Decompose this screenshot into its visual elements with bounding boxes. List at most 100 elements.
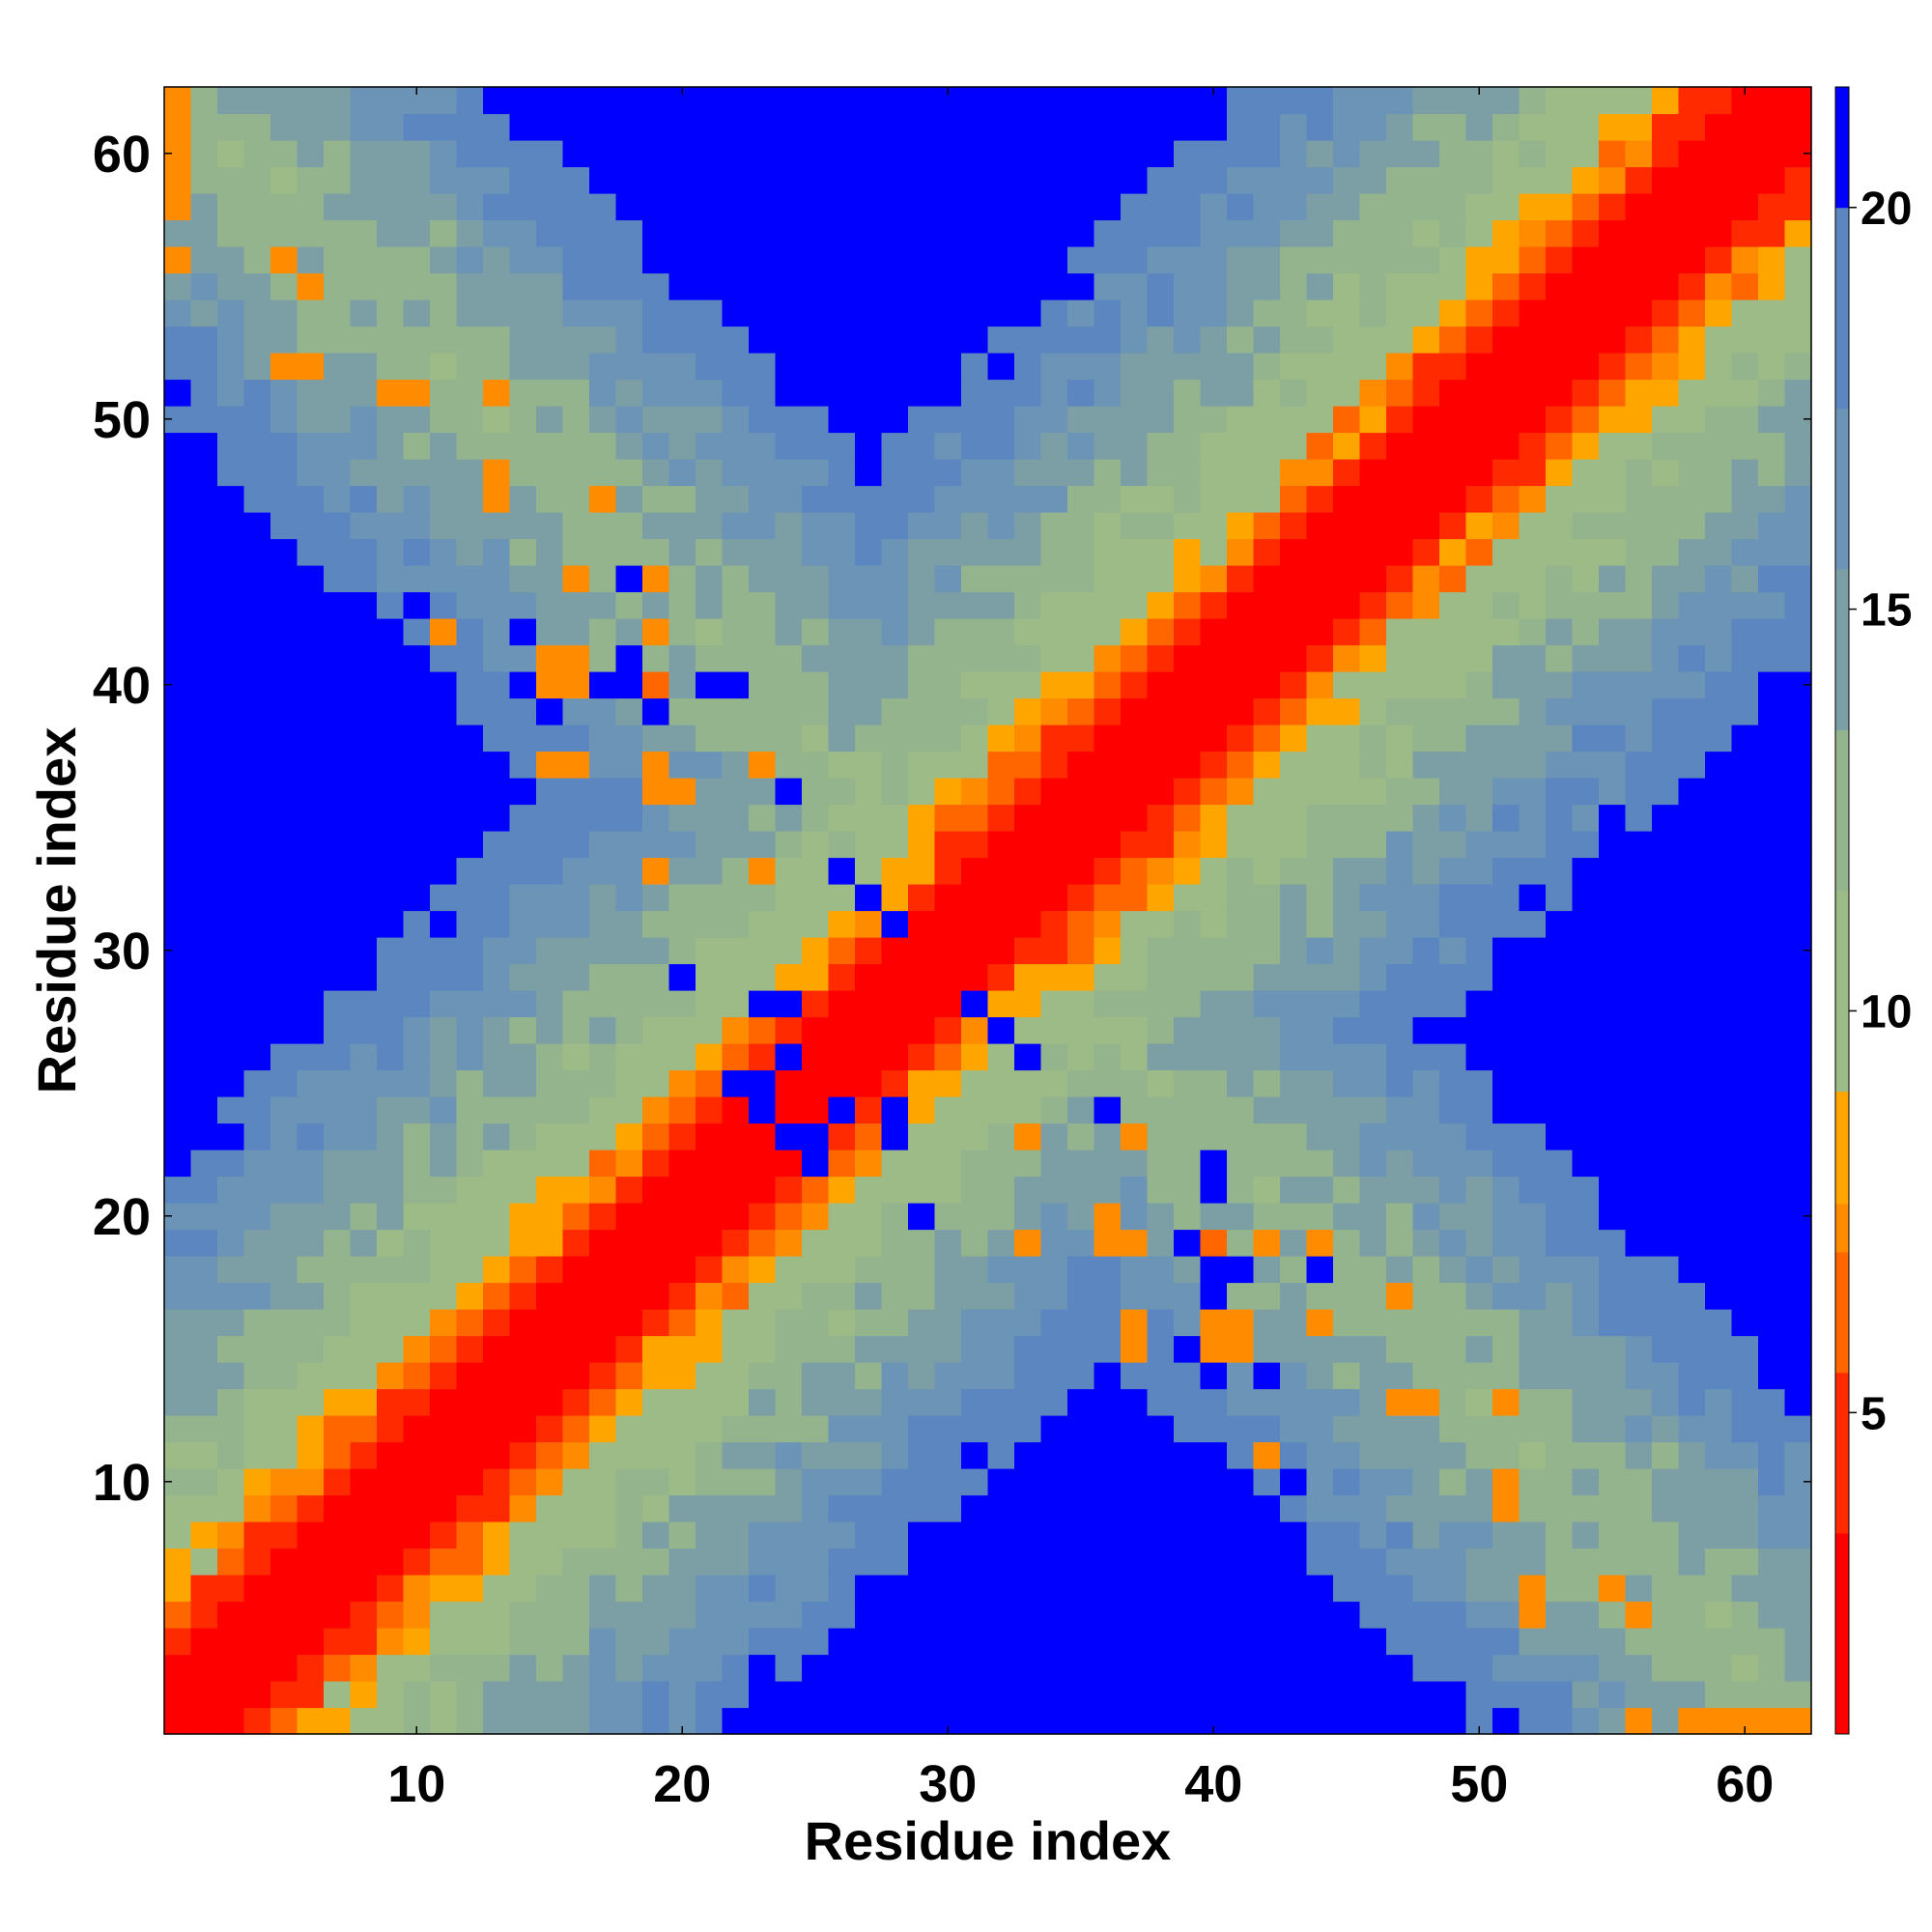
heatmap-cell: [1359, 1601, 1387, 1629]
heatmap-cell: [1014, 379, 1042, 407]
heatmap-cell: [456, 937, 484, 965]
heatmap-cell: [403, 1043, 431, 1071]
heatmap-cell: [1014, 538, 1042, 566]
heatmap-cell: [1758, 485, 1786, 513]
heatmap-cell: [1333, 379, 1361, 407]
heatmap-cell: [642, 1016, 670, 1044]
heatmap-cell: [1439, 751, 1467, 779]
heatmap-cell: [350, 219, 378, 247]
heatmap-cell: [297, 1362, 325, 1390]
heatmap-cell: [642, 937, 670, 965]
heatmap-cell: [190, 353, 218, 381]
heatmap-cell: [1519, 193, 1547, 221]
heatmap-cell: [1333, 538, 1361, 566]
heatmap-cell: [1625, 353, 1653, 381]
heatmap-cell: [961, 1229, 989, 1257]
heatmap-cell: [696, 857, 724, 885]
heatmap-cell: [828, 937, 856, 965]
heatmap-cell: [377, 379, 405, 407]
heatmap-cell: [775, 1654, 803, 1682]
heatmap-cell: [589, 1494, 617, 1522]
heatmap-cell: [1652, 1256, 1680, 1284]
heatmap-cell: [749, 1575, 777, 1603]
heatmap-cell: [668, 1521, 696, 1549]
heatmap-cell: [536, 1681, 564, 1709]
heatmap-cell: [749, 379, 777, 407]
heatmap-cell: [1040, 113, 1068, 141]
heatmap-cell: [1731, 751, 1759, 779]
heatmap-cell: [642, 459, 670, 487]
heatmap-cell: [270, 326, 298, 354]
heatmap-cell: [1121, 910, 1149, 938]
heatmap-cell: [1067, 618, 1095, 646]
heatmap-cell: [217, 432, 245, 460]
heatmap-cell: [1784, 353, 1812, 381]
heatmap-cell: [1678, 990, 1706, 1018]
heatmap-cell: [1519, 1388, 1547, 1416]
heatmap-cell: [243, 1203, 271, 1231]
heatmap-cell: [217, 910, 245, 938]
heatmap-cell: [881, 406, 909, 434]
heatmap-cell: [1705, 538, 1733, 566]
heatmap-cell: [908, 246, 936, 274]
heatmap-cell: [1253, 272, 1281, 300]
heatmap-cell: [802, 565, 830, 593]
heatmap-cell: [987, 1494, 1015, 1522]
heatmap-cell: [1306, 804, 1334, 832]
heatmap-cell: [1678, 379, 1706, 407]
heatmap-cell: [642, 1575, 670, 1603]
heatmap-cell: [855, 485, 883, 513]
heatmap-cell: [1678, 1176, 1706, 1204]
heatmap-cell: [802, 778, 830, 806]
heatmap-cell: [562, 1494, 590, 1522]
heatmap-cell: [483, 644, 511, 672]
heatmap-cell: [1784, 1150, 1812, 1178]
heatmap-cell: [987, 140, 1015, 168]
heatmap-cell: [1519, 1654, 1547, 1682]
heatmap-cell: [1280, 697, 1308, 725]
heatmap-cell: [1412, 618, 1440, 646]
heatmap-cell: [1678, 1388, 1706, 1416]
heatmap-cell: [1599, 87, 1627, 115]
heatmap-cell: [961, 1468, 989, 1496]
heatmap-cell: [802, 485, 830, 513]
heatmap-cell: [1306, 1601, 1334, 1629]
heatmap-cell: [1280, 1681, 1308, 1709]
heatmap-cell: [430, 1122, 458, 1151]
heatmap-cell: [615, 485, 643, 513]
heatmap-cell: [190, 1388, 218, 1416]
heatmap-cell: [1174, 804, 1202, 832]
heatmap-cell: [456, 246, 484, 274]
heatmap-cell: [1731, 831, 1759, 859]
heatmap-cell: [562, 432, 590, 460]
heatmap-cell: [1705, 87, 1733, 115]
heatmap-cell: [775, 1601, 803, 1629]
heatmap-cell: [934, 1150, 962, 1178]
heatmap-cell: [1121, 778, 1149, 806]
heatmap-cell: [668, 1388, 696, 1416]
heatmap-cell: [908, 1335, 936, 1363]
heatmap-cell: [1040, 485, 1068, 513]
heatmap-cell: [1253, 113, 1281, 141]
heatmap-cell: [536, 778, 564, 806]
heatmap-cell: [749, 751, 777, 779]
heatmap-cell: [1465, 1441, 1493, 1469]
heatmap-cell: [1306, 618, 1334, 646]
heatmap-cell: [1333, 406, 1361, 434]
colorbar-frame: [1834, 86, 1850, 1735]
heatmap-cell: [562, 644, 590, 672]
heatmap-cell: [430, 406, 458, 434]
heatmap-cell: [855, 1681, 883, 1709]
heatmap-cell: [1333, 87, 1361, 115]
heatmap-cell: [1492, 246, 1520, 274]
heatmap-cell: [1280, 1256, 1308, 1284]
heatmap-cell: [1306, 459, 1334, 487]
heatmap-cell: [1412, 1282, 1440, 1310]
heatmap-cell: [1067, 1441, 1095, 1469]
heatmap-cell: [430, 1415, 458, 1443]
heatmap-cell: [1599, 1043, 1627, 1071]
heatmap-cell: [324, 697, 352, 725]
heatmap-cell: [324, 353, 352, 381]
heatmap-cell: [164, 87, 192, 115]
